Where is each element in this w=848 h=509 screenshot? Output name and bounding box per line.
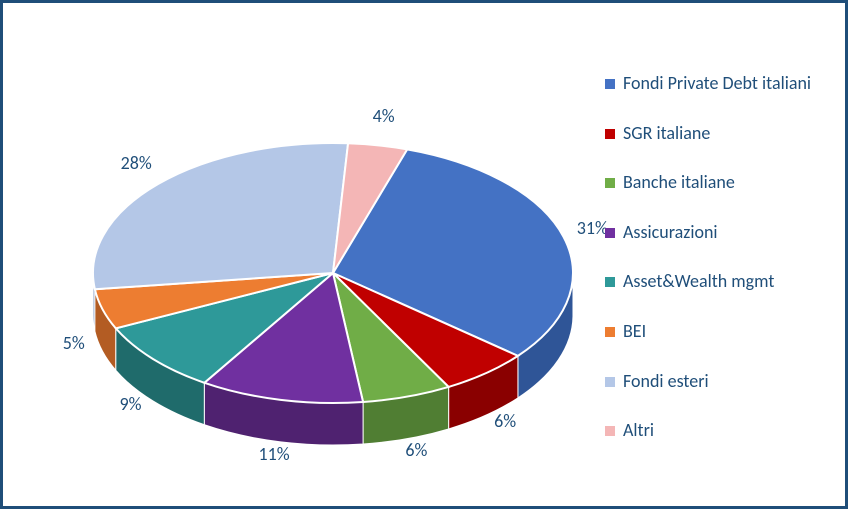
legend-label: Altri	[623, 420, 654, 442]
legend-label: Assicurazioni	[623, 222, 718, 244]
legend-label: BEI	[623, 321, 646, 343]
legend-swatch	[605, 129, 615, 139]
legend: Fondi Private Debt italiani SGR italiane B…	[605, 73, 815, 470]
legend-item: Fondi esteri	[605, 371, 815, 393]
slice-label: 31%	[577, 217, 608, 239]
slice-label: 6%	[494, 410, 516, 432]
slice-label: 5%	[63, 332, 85, 354]
legend-item: Banche italiane	[605, 172, 815, 194]
legend-item: SGR italiane	[605, 123, 815, 145]
slice-label: 6%	[405, 439, 427, 461]
legend-item: Altri	[605, 420, 815, 442]
slice-label: 28%	[121, 152, 152, 174]
pie-svg	[33, 43, 593, 473]
legend-item: Assicurazioni	[605, 222, 815, 244]
legend-item: BEI	[605, 321, 815, 343]
legend-label: Fondi esteri	[623, 371, 709, 393]
slice-label: 11%	[259, 443, 290, 465]
legend-swatch	[605, 327, 615, 337]
legend-item: Fondi Private Debt italiani	[605, 73, 815, 95]
legend-swatch	[605, 377, 615, 387]
chart-frame: 31% 6% 6% 11% 9% 5% 28% 4% Fondi Private Debt i…	[0, 0, 848, 509]
legend-swatch	[605, 178, 615, 188]
slice-label: 4%	[373, 105, 395, 127]
legend-swatch	[605, 277, 615, 287]
legend-label: Fondi Private Debt italiani	[623, 73, 811, 95]
legend-swatch	[605, 426, 615, 436]
pie-chart: 31%6%6%11%9%5%28%4%	[33, 43, 593, 473]
legend-label: SGR italiane	[623, 123, 710, 145]
legend-swatch	[605, 79, 615, 89]
legend-item: Asset&Wealth mgmt	[605, 271, 815, 293]
slice-label: 9%	[119, 393, 141, 415]
legend-label: Banche italiane	[623, 172, 735, 194]
legend-swatch	[605, 228, 615, 238]
legend-label: Asset&Wealth mgmt	[623, 271, 774, 293]
